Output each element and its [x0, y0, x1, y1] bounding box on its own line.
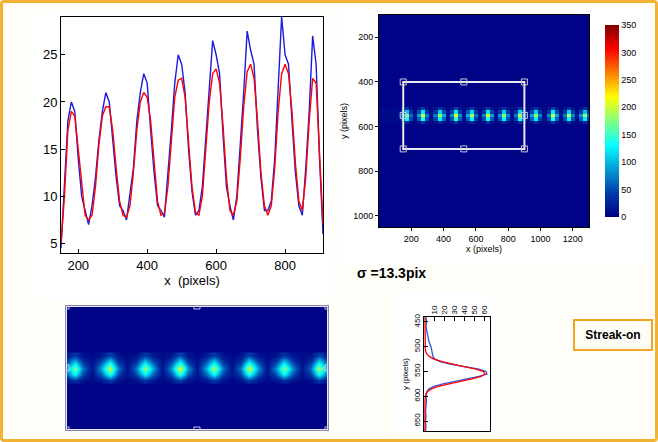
svg-text:20: 20: [440, 305, 449, 314]
svg-text:350: 350: [621, 20, 636, 30]
svg-text:20: 20: [43, 95, 57, 110]
html-text:σ =13.3pix: σ =13.3pix: [357, 265, 427, 281]
svg-text:550: 550: [413, 363, 422, 377]
svg-text:1000: 1000: [531, 234, 551, 244]
svg-text:800: 800: [274, 258, 296, 273]
svg-text:600: 600: [413, 388, 422, 402]
svg-text:200: 200: [358, 32, 373, 42]
svg-text:400: 400: [358, 77, 373, 87]
svg-text:x (pixels): x (pixels): [164, 273, 220, 288]
svg-text:250: 250: [621, 75, 636, 85]
svg-text:400: 400: [136, 258, 158, 273]
svg-text:300: 300: [621, 48, 636, 58]
svg-text:150: 150: [621, 130, 636, 140]
svg-text:600: 600: [205, 258, 227, 273]
svg-text:5: 5: [50, 236, 57, 251]
svg-text:x (pixels): x (pixels): [466, 244, 502, 254]
svg-text:40: 40: [460, 305, 469, 314]
svg-text:500: 500: [413, 338, 422, 352]
svg-text:0: 0: [621, 212, 626, 222]
svg-text:600: 600: [468, 234, 483, 244]
svg-text:y (pixels): y (pixels): [401, 358, 410, 390]
svg-text:y (pixels): y (pixels): [339, 103, 349, 139]
svg-text:1000: 1000: [353, 211, 373, 221]
svg-text:200: 200: [67, 258, 89, 273]
svg-text:400: 400: [436, 234, 451, 244]
svg-text:600: 600: [358, 122, 373, 132]
svg-text:10: 10: [43, 189, 57, 204]
svg-text:200: 200: [404, 234, 419, 244]
svg-text:15: 15: [43, 142, 57, 157]
svg-text:30: 30: [450, 305, 459, 314]
svg-text:25: 25: [43, 47, 57, 62]
svg-text:650: 650: [413, 413, 422, 427]
svg-text:200: 200: [621, 102, 636, 112]
svg-text:800: 800: [358, 166, 373, 176]
svg-text:60: 60: [480, 305, 489, 314]
svg-text:100: 100: [621, 157, 636, 167]
html-text:Streak-on: Streak-on: [585, 328, 641, 342]
svg-text:800: 800: [501, 234, 516, 244]
svg-text:10: 10: [430, 305, 439, 314]
svg-text:50: 50: [470, 305, 479, 314]
svg-text:50: 50: [621, 185, 631, 195]
svg-text:450: 450: [413, 314, 422, 328]
svg-text:1200: 1200: [563, 234, 583, 244]
